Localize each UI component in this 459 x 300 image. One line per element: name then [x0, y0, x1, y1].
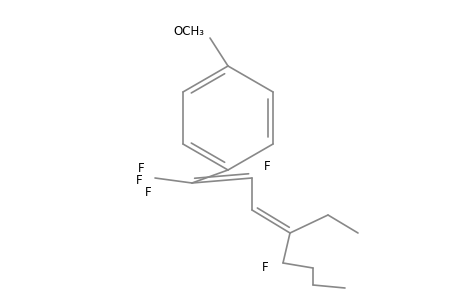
Text: F: F [145, 187, 151, 200]
Text: F: F [263, 160, 270, 172]
Text: F: F [262, 262, 269, 275]
Text: OCH₃: OCH₃ [173, 25, 203, 38]
Text: F: F [137, 161, 144, 175]
Text: F: F [135, 175, 142, 188]
